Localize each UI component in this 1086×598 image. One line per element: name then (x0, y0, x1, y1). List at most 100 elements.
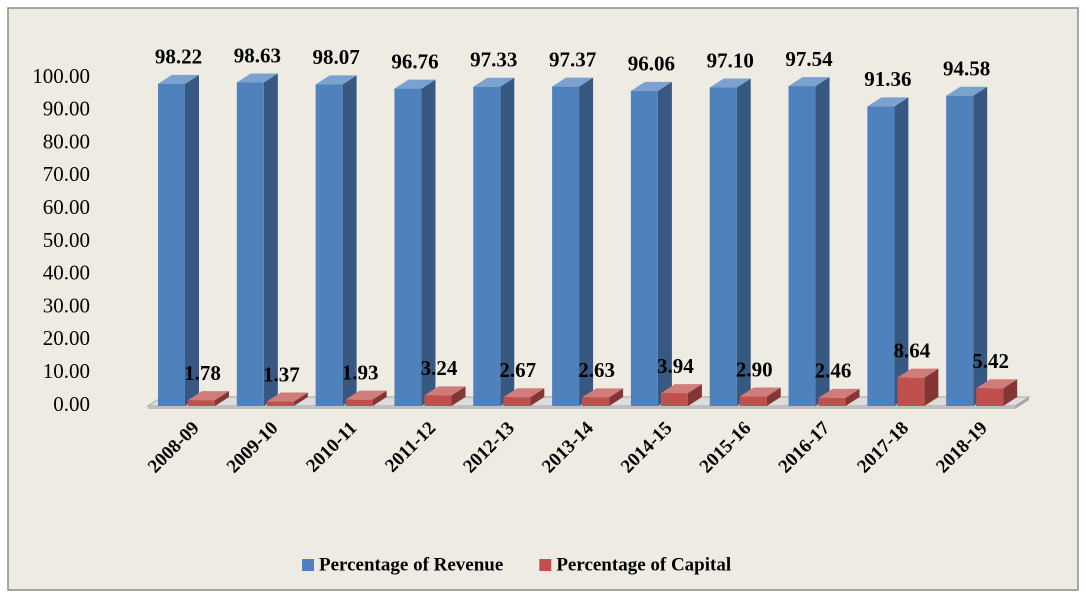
value-label: 97.33 (470, 48, 517, 72)
bar (582, 397, 610, 406)
bar-top (266, 392, 308, 402)
bar-side (687, 384, 702, 406)
value-label: 2.63 (578, 358, 615, 382)
bar-top (552, 77, 594, 87)
bar-top (582, 388, 624, 398)
bar (946, 95, 974, 407)
bar-top (788, 77, 830, 87)
y-tick-label: 40.00 (43, 261, 90, 285)
bar-side (1003, 379, 1018, 406)
value-label: 94.58 (943, 57, 990, 81)
y-tick-label: 20.00 (43, 326, 90, 350)
bar-side (894, 97, 909, 406)
value-label: 91.36 (864, 67, 911, 91)
bar (394, 88, 422, 406)
bar (630, 90, 658, 406)
bar-top (709, 78, 751, 88)
bar-side (609, 388, 624, 406)
value-label: 5.42 (972, 349, 1009, 373)
bar (345, 399, 373, 406)
bar (660, 393, 688, 406)
bar-side (215, 391, 229, 406)
bar-top (630, 81, 672, 91)
value-label: 3.94 (657, 354, 694, 378)
y-tick-label: 90.00 (43, 97, 90, 121)
bar-top (660, 384, 702, 394)
y-tick-label: 70.00 (43, 162, 90, 186)
bar (818, 397, 846, 406)
floor-side (1015, 397, 1029, 409)
bar-top (473, 77, 515, 87)
value-label: 97.54 (785, 47, 833, 71)
legend-label: Percentage of Capital (556, 554, 731, 575)
bar-top (345, 390, 387, 400)
value-label: 97.10 (707, 48, 754, 72)
y-tick-label: 80.00 (43, 129, 90, 153)
bar-top (739, 387, 781, 397)
bar-top (897, 368, 939, 378)
value-label: 2.67 (499, 358, 536, 382)
bar-top (946, 86, 988, 96)
y-tick-label: 50.00 (43, 228, 90, 252)
bar-side (263, 73, 278, 407)
legend-swatch (302, 559, 314, 571)
bar (897, 377, 925, 406)
value-label: 2.90 (736, 357, 773, 381)
bar-side (342, 75, 357, 407)
value-label: 1.78 (184, 361, 221, 385)
bar (976, 388, 1004, 406)
bar-side (736, 78, 751, 407)
bar-side (530, 388, 545, 406)
y-tick-label: 30.00 (43, 293, 90, 317)
bar (236, 82, 264, 407)
legend-swatch (539, 559, 552, 571)
bar (158, 83, 185, 406)
bar-top (188, 391, 229, 401)
bar-side (185, 74, 199, 406)
bar (424, 395, 452, 406)
floor-edge (148, 406, 1015, 409)
bar-side (973, 86, 988, 407)
bar-top (315, 75, 357, 85)
bar (473, 86, 501, 406)
value-label: 98.07 (313, 45, 360, 69)
y-tick-label: 10.00 (43, 359, 90, 383)
bar-side (500, 77, 515, 406)
value-label: 3.24 (421, 356, 458, 380)
value-label: 96.76 (391, 49, 438, 73)
bar-top (976, 379, 1018, 389)
y-tick-label: 100.00 (32, 64, 90, 88)
y-tick-label: 0.00 (53, 392, 90, 416)
bar (315, 84, 343, 407)
bar (788, 86, 816, 407)
legend-label: Percentage of Revenue (319, 554, 503, 575)
y-tick-label: 60.00 (43, 195, 90, 219)
bar-top (503, 388, 545, 398)
bar (739, 396, 767, 406)
value-label: 1.37 (263, 362, 300, 386)
bar-side (293, 392, 308, 406)
value-label: 96.06 (628, 52, 675, 76)
bar-side (657, 81, 672, 406)
bar-side (579, 77, 594, 406)
bar-top (867, 97, 909, 107)
bar-side (372, 390, 387, 406)
bar-side (451, 386, 466, 406)
bar (503, 397, 531, 406)
bar-top (236, 73, 278, 83)
bar-side (815, 77, 830, 407)
value-label: 8.64 (893, 338, 930, 362)
bar-side (845, 388, 860, 406)
value-label: 98.22 (155, 45, 202, 69)
value-label: 2.46 (815, 359, 852, 383)
value-label: 97.37 (549, 47, 596, 71)
value-label: 1.93 (342, 360, 379, 384)
bar-side (924, 368, 939, 406)
bar-top (818, 388, 860, 398)
bar (188, 400, 215, 406)
bar-top (424, 386, 466, 396)
bar-side (766, 387, 781, 406)
bar (867, 106, 895, 406)
bar (266, 401, 294, 406)
